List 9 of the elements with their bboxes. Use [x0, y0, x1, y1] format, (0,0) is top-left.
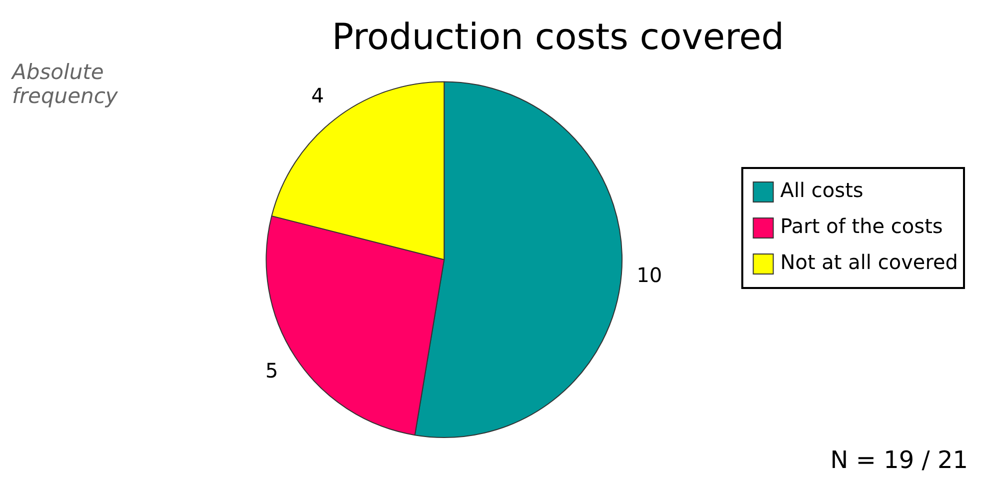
legend-label: Not at all covered [780, 250, 958, 274]
data-label: 4 [311, 83, 324, 108]
data-label: 10 [636, 262, 662, 287]
text: Absolute frequency [12, 60, 119, 108]
chart-title: Production costs covered [332, 16, 784, 58]
data-label: 5 [265, 358, 278, 382]
legend-label: Part of the costs [780, 214, 943, 238]
text: N = 19 / 21 [830, 446, 968, 474]
legend-label: All costs [780, 178, 864, 202]
